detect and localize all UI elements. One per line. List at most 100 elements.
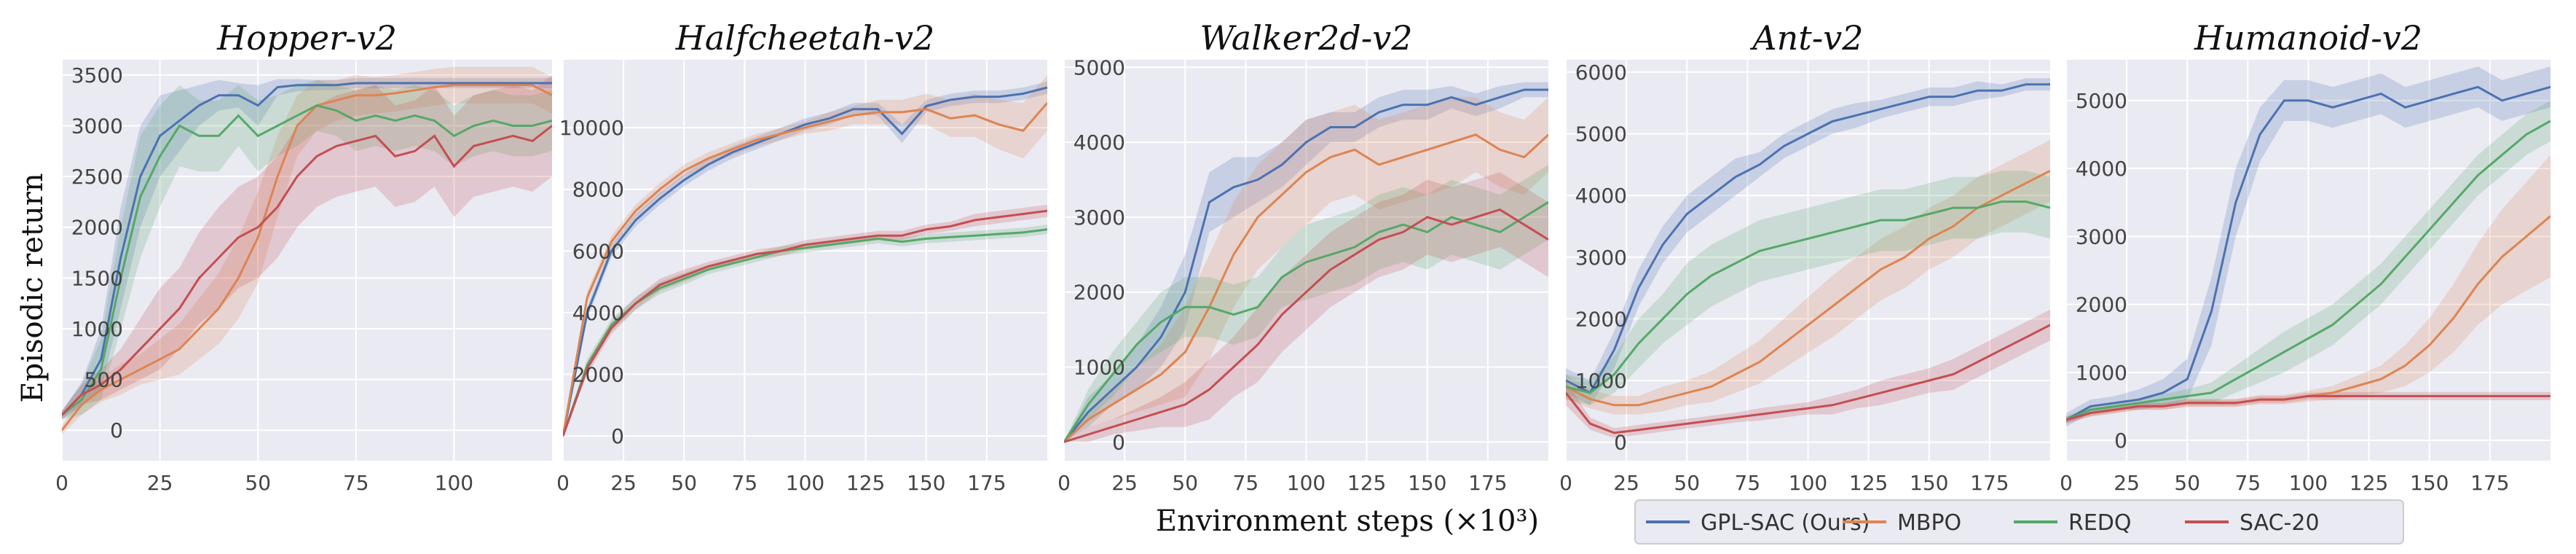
x-tick-label: 0 xyxy=(2060,471,2073,495)
plot-area xyxy=(1566,78,2050,438)
x-tick-label: 100 xyxy=(1789,471,1827,495)
series-band-redq xyxy=(2066,100,2551,424)
series-line-sac-20 xyxy=(563,209,1047,437)
x-tick-label: 100 xyxy=(2289,471,2328,495)
y-axis-label: Episodic return xyxy=(16,173,50,402)
y-tick-label: 6000 xyxy=(572,239,624,263)
y-tick-label: 3000 xyxy=(2076,225,2127,249)
series-band-gpl-sac-ours xyxy=(2066,66,2551,427)
x-tick-label: 175 xyxy=(2470,471,2509,495)
x-tick-label: 175 xyxy=(1970,471,2009,495)
y-tick-label: 6000 xyxy=(1575,61,1627,85)
x-tick-label: 75 xyxy=(343,471,369,495)
x-tick-label: 125 xyxy=(846,471,885,495)
series-line-sac-20 xyxy=(62,125,552,416)
legend-label: REDQ xyxy=(2068,510,2132,536)
x-tick-label: 50 xyxy=(1172,471,1198,495)
x-tick-label: 125 xyxy=(1849,471,1888,495)
panel-0: Hopper-v20 25 50 75 100050010001500200025003… xyxy=(55,18,552,495)
series-line-gpl-sac-ours xyxy=(2066,85,2551,421)
y-tick-label: 2000 xyxy=(572,363,624,387)
series-band-mbpo xyxy=(2066,155,2551,424)
x-tick-label: 75 xyxy=(732,471,758,495)
y-tick-label: 2000 xyxy=(1575,307,1627,331)
y-tick-label: 5000 xyxy=(2076,89,2127,113)
x-axis-label: Environment steps (×10³) xyxy=(1156,504,1539,538)
y-tick-label: 0 xyxy=(1614,431,1627,455)
y-tick-label: 4000 xyxy=(1074,130,1125,155)
x-tick-label: 0 xyxy=(55,471,68,495)
series-band-redq xyxy=(1064,164,1548,442)
panel-4: Humanoid-v2 0 25 50 75 100 125 150 175 0 1000 2000 3… xyxy=(2060,18,2551,495)
series-line-mbpo xyxy=(563,102,1047,437)
panel-title: Ant-v2 xyxy=(1749,18,1863,58)
panel-title: Halfcheetah-v2 xyxy=(675,18,934,58)
x-tick-label: 150 xyxy=(907,471,945,495)
x-tick-label: 175 xyxy=(1468,471,1507,495)
legend-label: SAC-20 xyxy=(2240,510,2320,536)
x-tick-label: 175 xyxy=(967,471,1006,495)
x-tick-label: 75 xyxy=(1233,471,1259,495)
x-tick-label: 100 xyxy=(786,471,824,495)
series-line-sac-20 xyxy=(1566,324,2050,434)
y-tick-label: 4000 xyxy=(1575,184,1627,208)
series-band-redq xyxy=(62,79,552,419)
x-tick-label: 100 xyxy=(435,471,473,495)
y-tick-label: 0 xyxy=(2114,429,2127,453)
y-tick-label: 0 xyxy=(1112,430,1125,454)
series-band-mbpo xyxy=(1566,140,2050,415)
x-tick-label: 25 xyxy=(1613,471,1639,495)
panel-3: Ant-v2 0 25 50 75 100 125 150 175 0 1000 2000 3000 40… xyxy=(1559,18,2050,495)
y-tick-label: 1000 xyxy=(2076,361,2127,385)
x-tick-label: 0 xyxy=(1559,471,1572,495)
y-tick-label: 2500 xyxy=(71,165,123,189)
y-tick-label: 10000 xyxy=(559,116,624,140)
series-line-mbpo xyxy=(62,84,552,432)
series-line-redq xyxy=(62,104,552,416)
x-tick-label: 25 xyxy=(1111,471,1138,495)
x-tick-label: 150 xyxy=(1910,471,1948,495)
plot-area xyxy=(62,66,552,434)
x-tick-label: 25 xyxy=(2114,471,2140,495)
series-line-sac-20 xyxy=(2066,394,2551,421)
panel-title: Walker2d-v2 xyxy=(1200,18,1412,58)
y-tick-label: 1500 xyxy=(71,266,123,290)
x-tick-label: 100 xyxy=(1287,471,1326,495)
series-band-redq xyxy=(1566,171,2050,405)
x-tick-label: 150 xyxy=(2410,471,2449,495)
y-tick-label: 3000 xyxy=(71,114,123,138)
x-tick-label: 25 xyxy=(610,471,637,495)
legend-label: MBPO xyxy=(1897,510,1961,536)
x-tick-label: 0 xyxy=(556,471,570,495)
panel-2: Walker2d-v2 0 25 50 75 100 125 150 175 0 1000 2000 3… xyxy=(1057,18,1548,495)
y-tick-label: 4000 xyxy=(572,301,624,325)
series-line-mbpo xyxy=(1566,169,2050,407)
series-band-gpl-sac-ours xyxy=(1566,78,2050,405)
series-line-gpl-sac-ours xyxy=(62,82,552,416)
y-tick-label: 8000 xyxy=(572,178,624,202)
x-tick-label: 125 xyxy=(1347,471,1386,495)
y-tick-label: 3000 xyxy=(1575,246,1627,270)
series-line-redq xyxy=(1566,200,2050,394)
plot-area xyxy=(2066,66,2551,427)
y-tick-label: 5000 xyxy=(1575,122,1627,147)
y-tick-label: 1000 xyxy=(1575,369,1627,393)
x-tick-label: 150 xyxy=(1408,471,1446,495)
series-line-gpl-sac-ours xyxy=(1064,88,1548,443)
x-tick-label: 25 xyxy=(147,471,173,495)
y-tick-label: 3500 xyxy=(71,63,123,87)
x-tick-label: 50 xyxy=(1674,471,1700,495)
y-tick-label: 500 xyxy=(84,368,123,392)
panel-title: Hopper-v2 xyxy=(216,18,397,58)
series-band-sac-20 xyxy=(2066,391,2551,424)
x-tick-label: 125 xyxy=(2349,471,2388,495)
series-band-mbpo xyxy=(563,75,1047,437)
series-line-redq xyxy=(2066,120,2551,421)
y-tick-label: 2000 xyxy=(2076,293,2127,317)
series-line-mbpo xyxy=(1064,133,1548,443)
legend: GPL-SAC (Ours) MBPO REDQ SAC-20 xyxy=(1634,499,2404,545)
y-tick-label: 1000 xyxy=(1074,355,1125,379)
series-band-sac-20 xyxy=(62,74,552,419)
series-line-gpl-sac-ours xyxy=(1566,83,2050,394)
